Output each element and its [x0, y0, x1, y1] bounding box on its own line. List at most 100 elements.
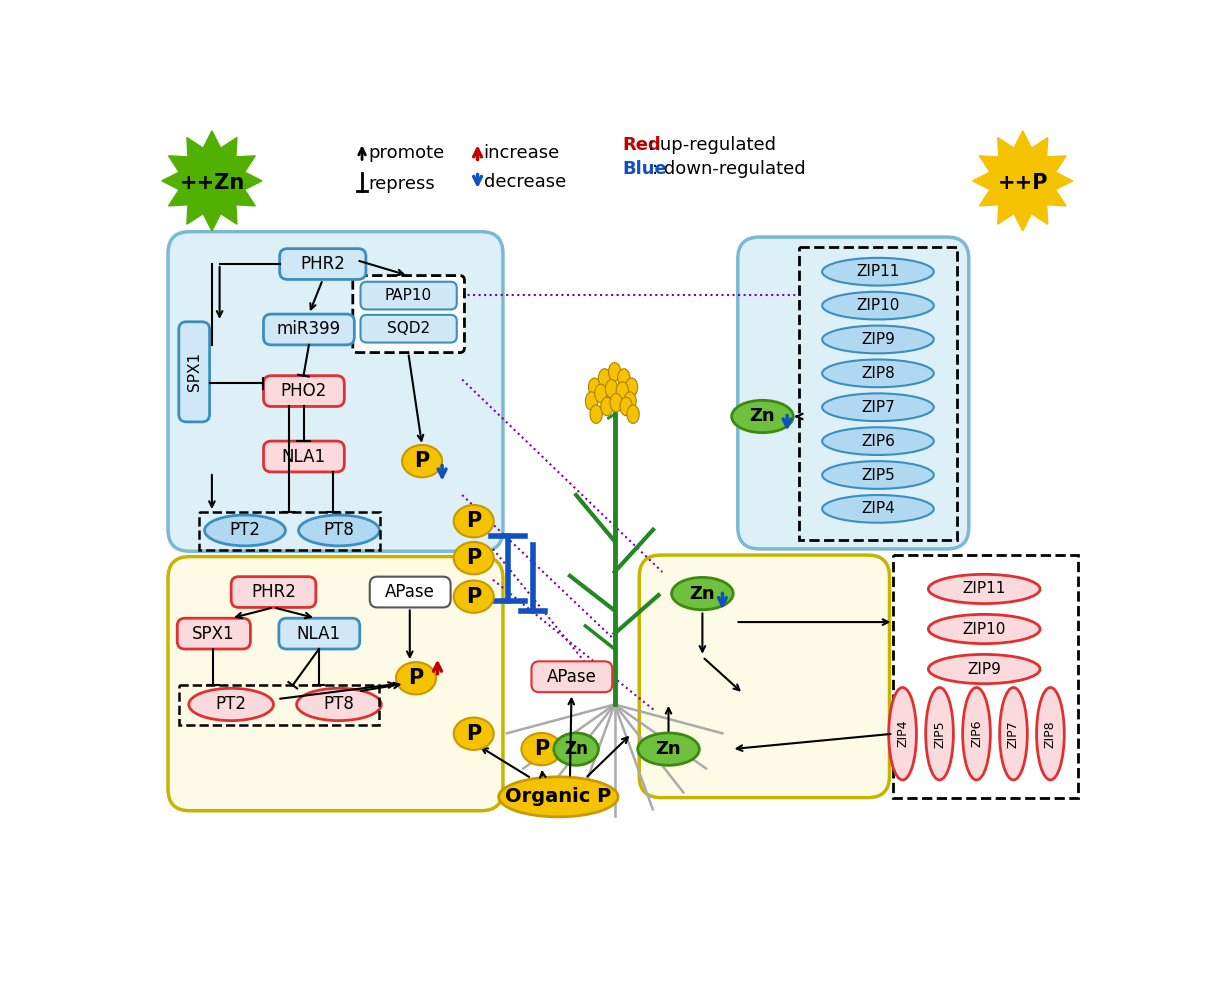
Ellipse shape — [822, 291, 933, 320]
FancyBboxPatch shape — [370, 577, 451, 607]
Text: ZIP4: ZIP4 — [896, 720, 909, 748]
Ellipse shape — [453, 717, 493, 749]
Ellipse shape — [499, 777, 618, 817]
Ellipse shape — [595, 385, 607, 402]
FancyBboxPatch shape — [264, 376, 345, 406]
Ellipse shape — [403, 445, 442, 478]
Text: Blue: Blue — [623, 160, 667, 178]
Ellipse shape — [962, 688, 990, 780]
Text: Zn: Zn — [655, 740, 682, 758]
FancyBboxPatch shape — [179, 322, 209, 422]
Text: SPX1: SPX1 — [192, 625, 235, 643]
Text: P: P — [415, 451, 429, 471]
Ellipse shape — [926, 688, 954, 780]
Polygon shape — [973, 130, 1072, 231]
Ellipse shape — [521, 733, 561, 765]
Text: ZIP5: ZIP5 — [933, 720, 947, 748]
Text: ZIP8: ZIP8 — [861, 366, 895, 381]
Polygon shape — [162, 130, 262, 231]
Ellipse shape — [624, 391, 636, 410]
Text: ZIP6: ZIP6 — [970, 720, 983, 748]
Text: P: P — [467, 724, 481, 744]
Text: PHO2: PHO2 — [280, 382, 326, 400]
Text: ZIP9: ZIP9 — [967, 661, 1001, 677]
FancyBboxPatch shape — [353, 276, 464, 352]
FancyBboxPatch shape — [279, 248, 366, 280]
Ellipse shape — [585, 391, 597, 410]
Ellipse shape — [601, 397, 613, 416]
Ellipse shape — [822, 393, 933, 421]
FancyBboxPatch shape — [168, 232, 503, 551]
Ellipse shape — [453, 505, 493, 538]
Ellipse shape — [1036, 688, 1064, 780]
Ellipse shape — [453, 542, 493, 574]
Text: P: P — [467, 587, 481, 606]
Text: ++P: ++P — [997, 174, 1048, 193]
Text: Zn: Zn — [565, 740, 588, 758]
Bar — [893, 555, 1078, 798]
Text: Organic P: Organic P — [505, 788, 612, 806]
Ellipse shape — [929, 654, 1040, 684]
Text: repress: repress — [369, 175, 435, 193]
Text: ZIP4: ZIP4 — [861, 501, 895, 516]
Text: P: P — [467, 548, 481, 568]
Ellipse shape — [822, 495, 933, 523]
Text: miR399: miR399 — [277, 321, 341, 338]
Ellipse shape — [822, 258, 933, 285]
Ellipse shape — [929, 574, 1040, 603]
Ellipse shape — [625, 378, 637, 396]
Text: Zn: Zn — [689, 585, 716, 602]
Ellipse shape — [731, 400, 793, 433]
Text: decrease: decrease — [484, 173, 566, 190]
Ellipse shape — [554, 733, 598, 765]
Text: NLA1: NLA1 — [297, 625, 341, 643]
Text: ZIP11: ZIP11 — [856, 264, 899, 280]
Text: ZIP10: ZIP10 — [962, 622, 1006, 637]
Text: ZIP5: ZIP5 — [861, 468, 895, 483]
Ellipse shape — [637, 733, 699, 765]
Text: ZIP11: ZIP11 — [962, 582, 1006, 596]
Text: NLA1: NLA1 — [282, 447, 325, 466]
Text: ZIP10: ZIP10 — [856, 298, 899, 313]
FancyBboxPatch shape — [360, 282, 457, 309]
Text: ZIP7: ZIP7 — [1007, 720, 1020, 748]
Ellipse shape — [590, 405, 602, 424]
FancyBboxPatch shape — [532, 661, 612, 693]
Ellipse shape — [822, 326, 933, 353]
Ellipse shape — [589, 378, 601, 396]
Text: : down-regulated: : down-regulated — [653, 160, 806, 178]
Ellipse shape — [395, 662, 436, 695]
Text: PT2: PT2 — [215, 696, 247, 713]
Ellipse shape — [671, 578, 733, 610]
Bar — [799, 247, 958, 540]
FancyBboxPatch shape — [640, 555, 890, 798]
Text: Zn: Zn — [750, 407, 775, 426]
Text: PHR2: PHR2 — [251, 583, 296, 601]
Text: SQD2: SQD2 — [387, 321, 430, 336]
Ellipse shape — [822, 461, 933, 489]
Text: P: P — [409, 668, 423, 689]
Text: : up-regulated: : up-regulated — [648, 136, 776, 154]
FancyBboxPatch shape — [264, 441, 345, 472]
Bar — [179, 685, 378, 725]
Ellipse shape — [204, 515, 285, 545]
Text: ++Zn: ++Zn — [179, 174, 244, 193]
Text: APase: APase — [546, 668, 596, 686]
FancyBboxPatch shape — [737, 237, 968, 549]
Text: ZIP7: ZIP7 — [861, 399, 895, 415]
Ellipse shape — [617, 382, 629, 400]
Ellipse shape — [822, 359, 933, 387]
FancyBboxPatch shape — [264, 314, 354, 345]
Text: increase: increase — [484, 144, 560, 162]
Ellipse shape — [453, 581, 493, 613]
Text: ZIP6: ZIP6 — [861, 434, 895, 448]
Ellipse shape — [620, 397, 632, 416]
FancyBboxPatch shape — [360, 315, 457, 342]
Text: ZIP9: ZIP9 — [861, 332, 895, 347]
Text: promote: promote — [369, 144, 445, 162]
Ellipse shape — [608, 363, 620, 381]
Ellipse shape — [889, 688, 916, 780]
FancyBboxPatch shape — [279, 618, 360, 649]
FancyBboxPatch shape — [168, 556, 503, 810]
Ellipse shape — [606, 380, 618, 398]
